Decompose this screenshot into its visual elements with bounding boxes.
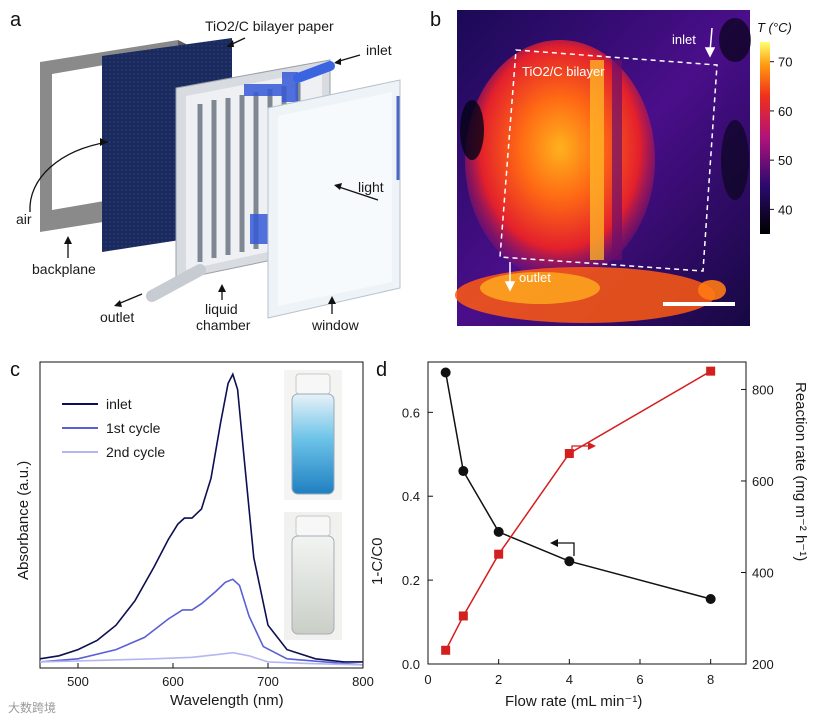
legend-label: 2nd cycle	[106, 444, 165, 460]
vial-photo-inlet	[284, 370, 342, 500]
panel-a: a	[10, 9, 401, 333]
panel-d: d 0 2 4 6 8 0.0 0.2 0.4 0.6 200 400 600 800 Flow rat…	[369, 359, 809, 710]
window-illustration	[267, 79, 401, 319]
ticks-d: 0 2 4 6 8 0.0 0.2 0.4 0.6 200 400 600 800	[402, 382, 774, 687]
x-tick-label-d: 8	[707, 672, 714, 687]
x-tick-label-c: 500	[67, 674, 89, 689]
watermark: 大数跨境	[8, 700, 56, 715]
x-tick-label-c: 800	[352, 674, 374, 689]
panel-a-arrowheads	[64, 40, 342, 307]
x-ticks-c: 500 600 700 800	[67, 663, 374, 689]
outlet-label-b: outlet	[519, 270, 551, 285]
backplane-label: backplane	[32, 261, 96, 277]
outlet-label: outlet	[100, 309, 134, 325]
series-group-d	[440, 366, 716, 655]
colorbar-tick-label: 60	[778, 104, 792, 119]
y-tick-label-left-d: 0.0	[402, 657, 420, 672]
data-point-conversion	[440, 367, 451, 378]
paper-label: TiO2/C bilayer paper	[205, 18, 334, 34]
panel-d-letter: d	[376, 359, 387, 381]
colorbar-tick-label: 50	[778, 153, 792, 168]
colorbar-tick-label: 40	[778, 202, 792, 217]
liquid-chamber-label-line1: liquid	[205, 301, 238, 317]
data-point-reaction-rate	[706, 366, 716, 376]
y-tick-label-left-d: 0.2	[402, 573, 420, 588]
data-point-conversion	[564, 556, 575, 567]
plot-frame-d	[427, 361, 747, 665]
data-point-conversion	[705, 593, 716, 604]
data-point-reaction-rate	[441, 645, 451, 655]
y-axis-right-title-d: Reaction rate (mg m⁻² h⁻¹)	[792, 382, 809, 561]
x-tick-label-d: 4	[566, 672, 573, 687]
bilayer-region-outline	[499, 49, 718, 272]
y-tick-label-right-d: 200	[752, 657, 774, 672]
data-point-conversion	[458, 466, 469, 477]
bilayer-region-label: TiO2/C bilayer	[522, 64, 605, 79]
axis-indicator-arrows	[550, 442, 596, 556]
colorbar-tick-label: 70	[778, 55, 792, 70]
x-axis-title-c: Wavelength (nm)	[170, 692, 284, 709]
vial-photo-treated	[284, 512, 342, 640]
data-point-reaction-rate	[494, 549, 504, 559]
series-line-1st-cycle	[39, 578, 364, 666]
liquid-chamber-label-line2: chamber	[196, 317, 251, 333]
data-point-reaction-rate	[458, 611, 468, 621]
x-tick-label-d: 6	[636, 672, 643, 687]
panel-b-letter: b	[430, 9, 441, 31]
y-tick-label-right-d: 800	[752, 382, 774, 397]
y-tick-label-right-d: 400	[752, 565, 774, 580]
inlet-label-b: inlet	[672, 32, 696, 47]
legend-label: 1st cycle	[106, 420, 161, 436]
y-tick-label-left-d: 0.6	[402, 405, 420, 420]
colorbar-ticks: 70 60 50 40	[770, 55, 792, 217]
panel-c-letter: c	[10, 359, 20, 381]
data-point-reaction-rate	[564, 449, 574, 459]
x-tick-label-c: 600	[162, 674, 184, 689]
light-label: light	[358, 179, 384, 195]
x-axis-title-d: Flow rate (mL min⁻¹)	[505, 693, 642, 710]
x-tick-label-d: 0	[424, 672, 431, 687]
series-line-conversion	[444, 372, 711, 600]
series-line-reaction-rate	[445, 370, 712, 651]
thermal-image	[455, 10, 751, 326]
panel-b-arrows	[504, 27, 716, 292]
air-label: air	[16, 211, 32, 227]
y-tick-label-left-d: 0.4	[402, 489, 420, 504]
inlet-label: inlet	[366, 42, 392, 58]
series-line-inlet	[39, 372, 363, 663]
x-tick-label-d: 2	[495, 672, 502, 687]
series-line-2nd-cycle	[39, 651, 364, 666]
series-group-c	[39, 372, 364, 666]
y-axis-left-title-d: 1-C/C0	[369, 537, 386, 585]
x-tick-label-c: 700	[257, 674, 279, 689]
panel-b: b inlet outlet TiO2/C bilayer T (°C) 70 6…	[430, 9, 792, 326]
plot-frame-c	[39, 361, 364, 669]
colorbar-title: T (°C)	[757, 20, 792, 35]
panel-a-letter: a	[10, 9, 22, 31]
legend-label: inlet	[106, 396, 132, 412]
panel-c: c 500 600 700 800 inlet 1st cycle 2nd cycle W…	[10, 359, 374, 709]
window-label: window	[311, 317, 360, 333]
colorbar	[760, 42, 770, 234]
y-tick-label-right-d: 600	[752, 474, 774, 489]
data-point-conversion	[493, 526, 504, 537]
legend-c: inlet 1st cycle 2nd cycle	[62, 396, 165, 460]
y-axis-title-c: Absorbance (a.u.)	[15, 461, 32, 580]
